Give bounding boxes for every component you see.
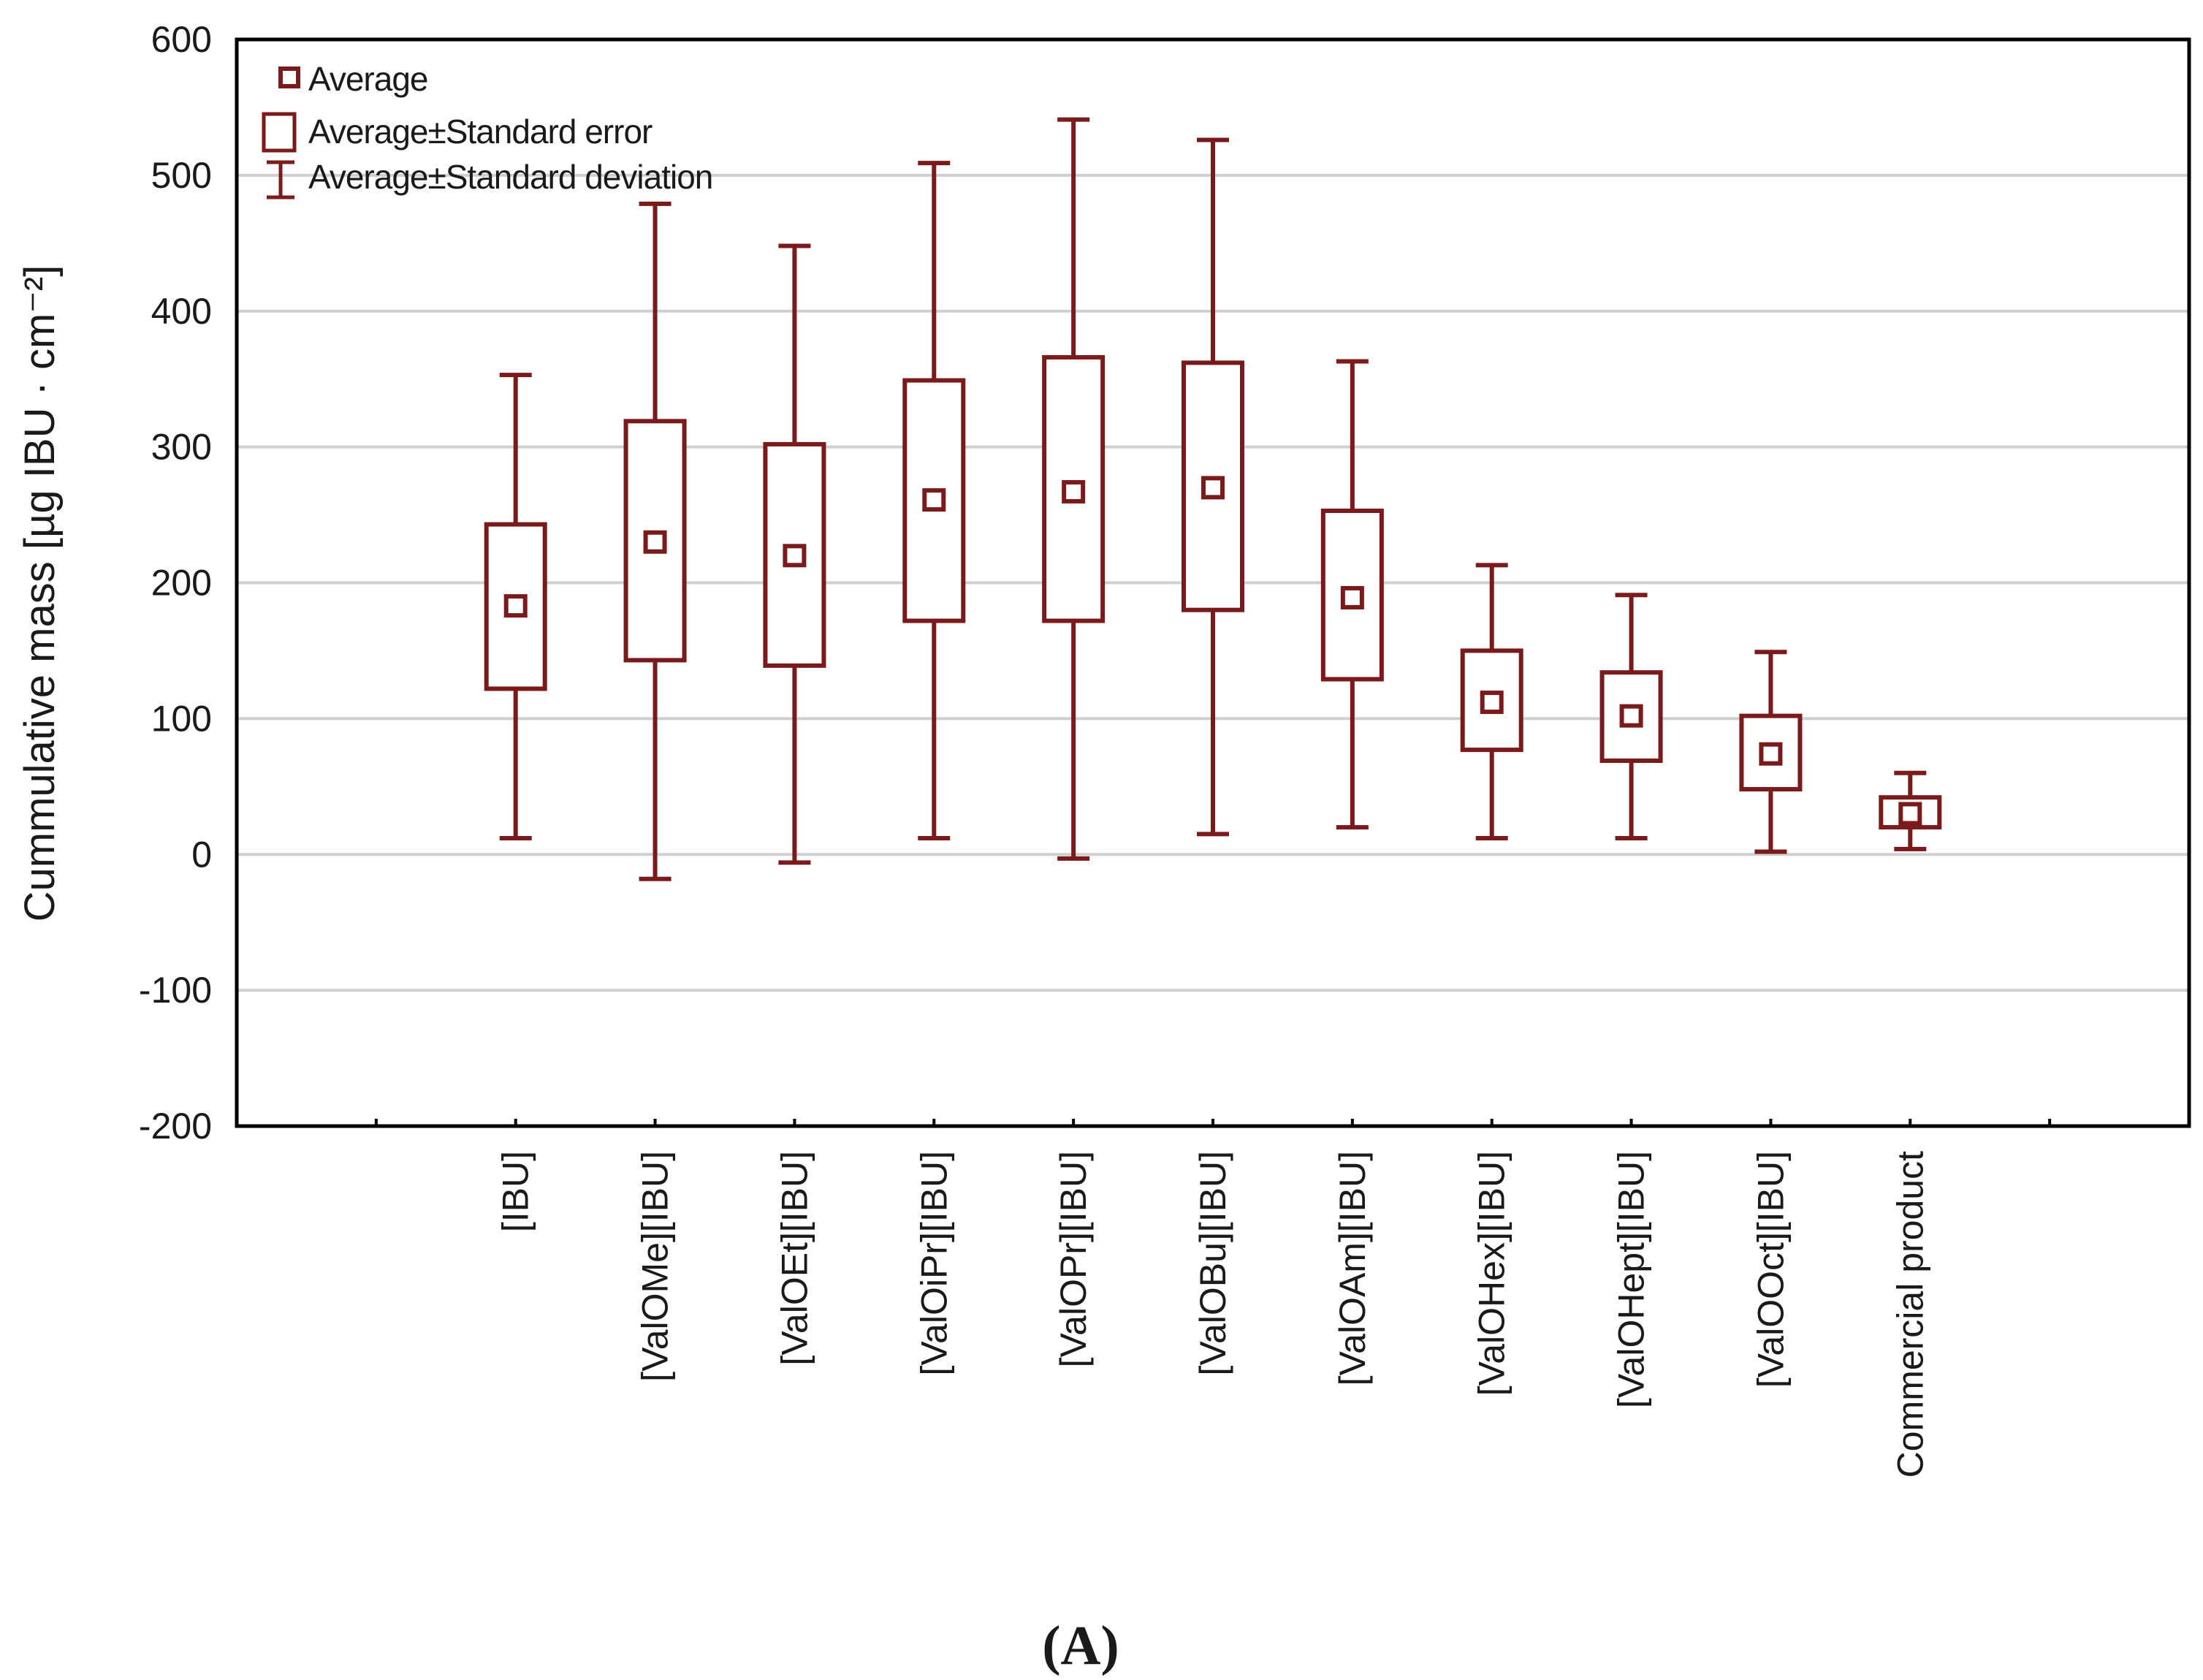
box-group — [1182, 137, 1244, 837]
mean-marker — [1340, 585, 1364, 609]
mean-marker — [1201, 476, 1225, 500]
box-group — [902, 161, 966, 840]
x-category-label: [ValOHept][IBU] — [1611, 1151, 1652, 1408]
x-category-label: Commercial product — [1890, 1151, 1930, 1478]
mean-marker — [1480, 691, 1504, 715]
legend-se-marker — [262, 112, 297, 153]
x-category-label: [ValOHex][IBU] — [1472, 1151, 1513, 1396]
x-category-label: [ValOEt][IBU] — [774, 1151, 815, 1366]
x-category-label: [ValOBu][IBU] — [1192, 1151, 1233, 1376]
y-tick-label: 500 — [151, 155, 212, 196]
se-box — [1739, 713, 1803, 792]
y-tick-label: -200 — [139, 1106, 212, 1147]
se-box — [902, 378, 966, 623]
legend-average-label: Average — [308, 60, 428, 98]
x-axis-category-labels: [IBU] [ValOMe][IBU] [ValOEt][IBU] [ValOiPr]… — [495, 1151, 1931, 1478]
se-box — [623, 419, 687, 663]
mean-marker — [1898, 802, 1922, 826]
se-box — [1599, 670, 1663, 763]
se-box — [763, 441, 826, 668]
mean-marker — [783, 544, 807, 568]
x-axis-ticks — [374, 1119, 2052, 1126]
x-category-label: [ValOAm][IBU] — [1332, 1151, 1373, 1386]
mean-marker — [1062, 479, 1086, 503]
legend: Average Average±Standard error Average±S… — [262, 60, 713, 199]
box-group — [1460, 563, 1523, 840]
legend-average-marker — [278, 66, 300, 88]
y-tick-label: -100 — [139, 970, 212, 1011]
y-tick-label: 0 — [191, 834, 212, 875]
box-group — [1320, 359, 1384, 830]
box-group — [484, 373, 547, 840]
box-group — [1739, 650, 1803, 854]
x-category-label: [IBU] — [495, 1151, 536, 1232]
mean-marker — [1759, 742, 1783, 766]
box-group — [763, 243, 826, 865]
y-axis-tick-labels: -200 -100 0 100 200 300 400 500 600 — [139, 19, 212, 1147]
se-box — [1182, 360, 1244, 612]
box-group — [1042, 117, 1106, 861]
box-group — [1879, 770, 1942, 851]
y-tick-label: 300 — [151, 427, 212, 468]
panel-label: (A) — [1042, 1615, 1119, 1676]
x-category-label: [ValOOct][IBU] — [1750, 1151, 1791, 1388]
x-category-label: [ValOMe][IBU] — [635, 1151, 676, 1382]
y-tick-label: 400 — [151, 291, 212, 332]
mean-marker — [643, 530, 667, 554]
box-series — [484, 117, 1942, 881]
se-box — [1042, 354, 1106, 623]
legend-sd-label: Average±Standard deviation — [308, 158, 712, 196]
mean-marker — [1619, 704, 1643, 728]
x-category-label: [ValOPr][IBU] — [1053, 1151, 1094, 1367]
x-category-label: [ValOiPr][IBU] — [913, 1151, 954, 1375]
legend-sd-marker — [267, 160, 294, 199]
box-group — [623, 201, 687, 881]
se-box — [484, 522, 547, 691]
mean-marker — [503, 594, 528, 618]
y-axis-title: Cummulative mass [µg IBU · cm⁻²] — [16, 265, 64, 922]
legend-se-label: Average±Standard error — [308, 113, 652, 151]
se-box — [1320, 508, 1384, 682]
y-tick-label: 100 — [151, 698, 212, 739]
y-tick-label: 200 — [151, 563, 212, 604]
y-tick-label: 600 — [151, 19, 212, 60]
mean-marker — [922, 488, 946, 512]
se-box — [1460, 648, 1523, 753]
box-group — [1599, 593, 1663, 840]
